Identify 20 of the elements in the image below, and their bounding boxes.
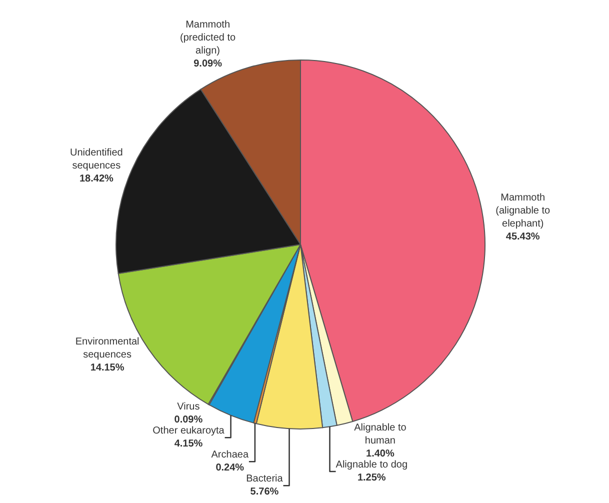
slice-label: Alignable to dog	[336, 460, 408, 471]
data-label: 9.09%	[194, 58, 222, 70]
slice-label: Alignable to human	[354, 422, 407, 447]
data-label: 0.09%	[174, 414, 203, 426]
slice-label: Other eukaroyta	[152, 426, 225, 437]
data-label: 18.42%	[79, 174, 114, 185]
slice-label: Mammoth (alignable to elephant)	[496, 192, 551, 230]
slice-label: Bacteria	[246, 474, 284, 485]
slice-label: Environmental sequences	[75, 336, 140, 361]
data-label: 1.40%	[366, 448, 394, 460]
data-label: 1.25%	[357, 472, 386, 484]
data-label: 45.43%	[506, 232, 540, 243]
data-label: 4.15%	[174, 438, 203, 450]
data-label: 14.15%	[90, 362, 124, 374]
data-label: 0.24%	[216, 462, 244, 474]
slice-label: Virus	[177, 402, 200, 413]
slice-label: Archaea	[211, 450, 249, 461]
slice-label: Unidentified sequences	[70, 148, 123, 172]
data-label: 5.76%	[250, 486, 279, 498]
slice-label: Mammoth (predicted to align)	[180, 19, 236, 56]
